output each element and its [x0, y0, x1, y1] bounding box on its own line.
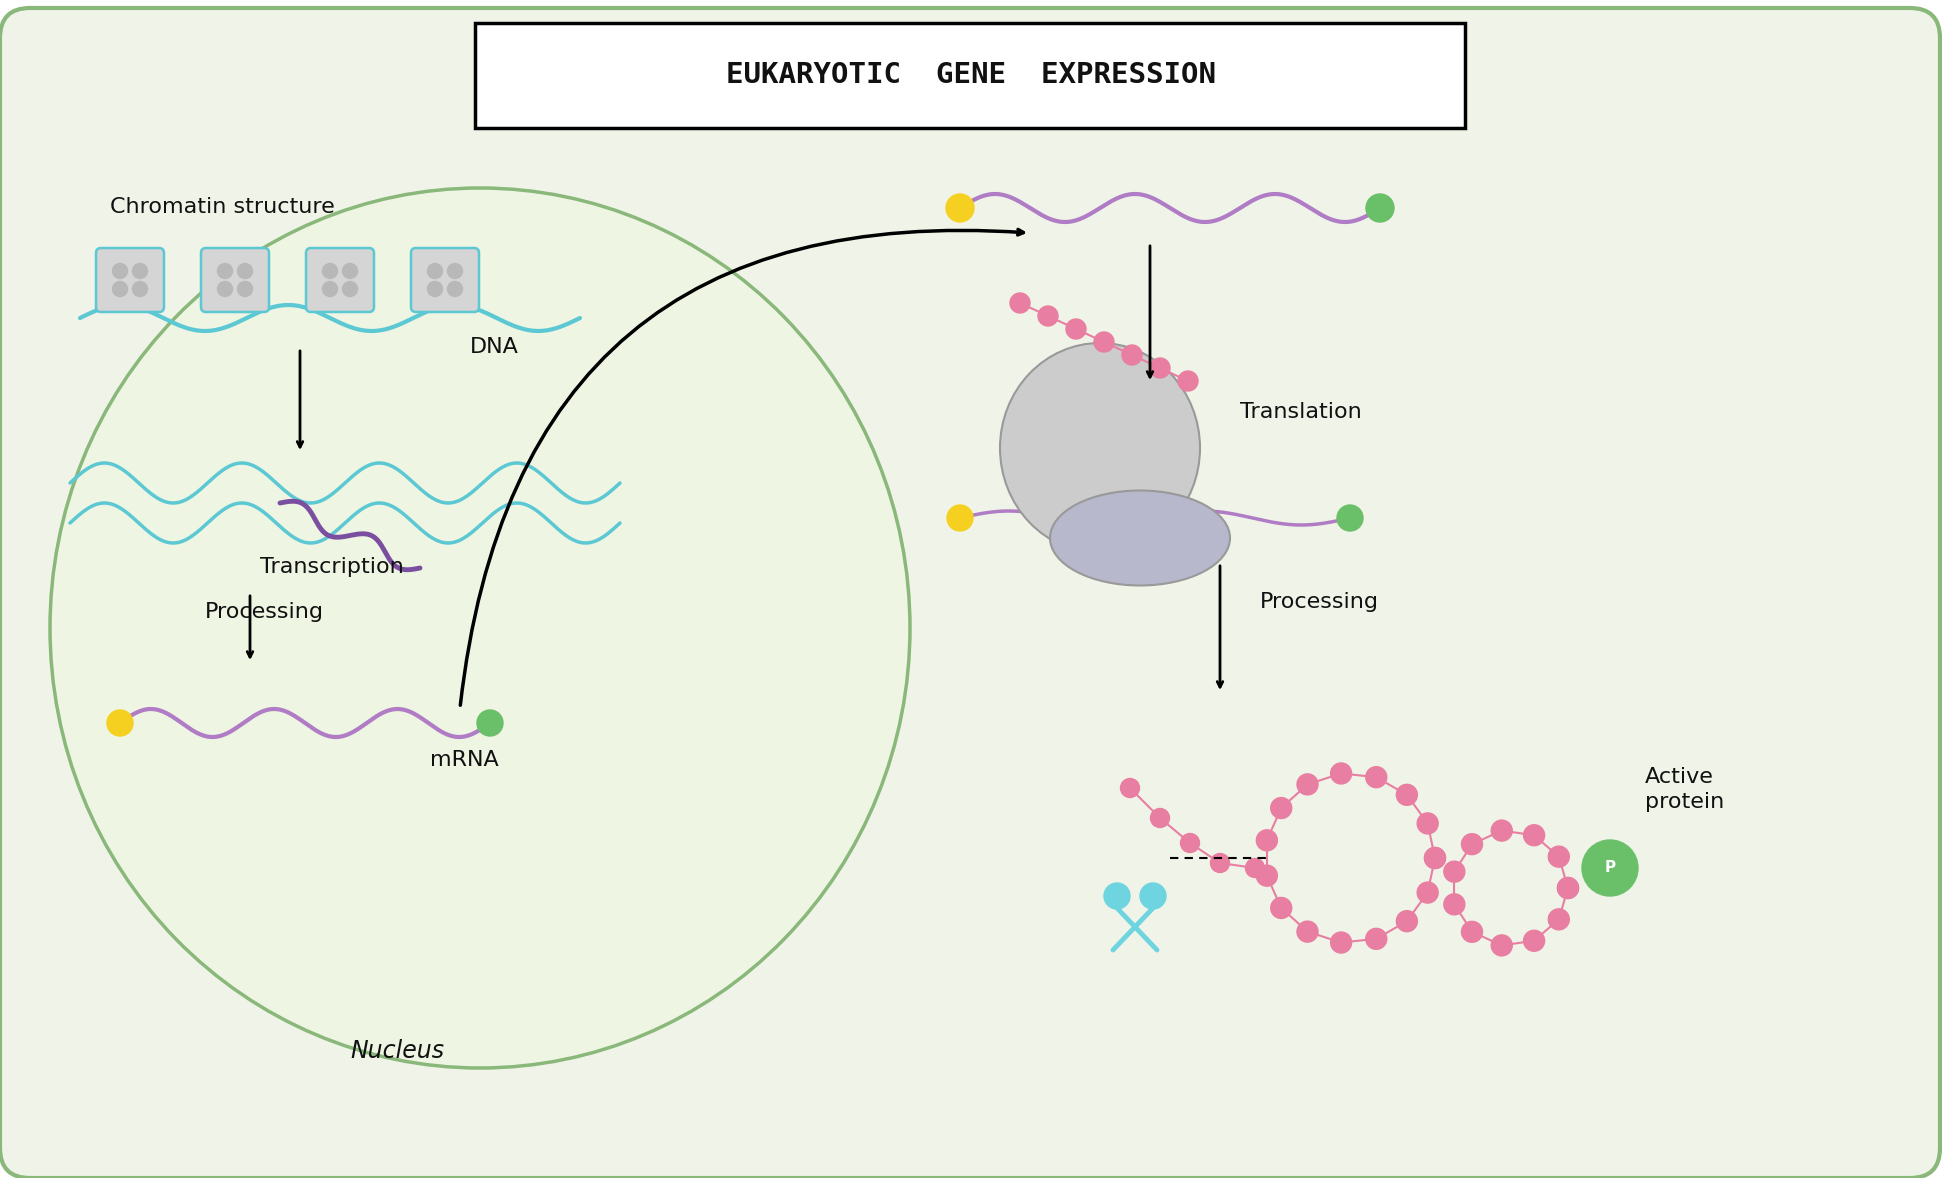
Circle shape	[1140, 884, 1165, 909]
Text: Nucleus: Nucleus	[350, 1039, 445, 1063]
FancyBboxPatch shape	[202, 249, 270, 312]
Circle shape	[1425, 847, 1445, 868]
Circle shape	[132, 264, 148, 278]
Circle shape	[218, 264, 233, 278]
Ellipse shape	[1000, 343, 1200, 552]
Circle shape	[478, 710, 503, 736]
Circle shape	[1524, 825, 1544, 846]
Circle shape	[1396, 785, 1418, 806]
Circle shape	[1270, 798, 1291, 819]
Text: P: P	[1604, 860, 1616, 875]
Circle shape	[1365, 928, 1387, 949]
Circle shape	[1121, 779, 1140, 798]
Circle shape	[1462, 834, 1482, 855]
Circle shape	[1150, 808, 1169, 827]
Circle shape	[1210, 854, 1229, 873]
Ellipse shape	[50, 188, 911, 1068]
Text: EUKARYOTIC  GENE  EXPRESSION: EUKARYOTIC GENE EXPRESSION	[726, 61, 1216, 90]
Circle shape	[342, 264, 357, 278]
Circle shape	[1245, 859, 1264, 878]
Circle shape	[427, 264, 443, 278]
Circle shape	[1443, 861, 1464, 882]
Circle shape	[322, 282, 338, 297]
Circle shape	[1297, 921, 1319, 942]
Ellipse shape	[1051, 490, 1229, 585]
Circle shape	[1548, 846, 1569, 867]
Circle shape	[1039, 306, 1058, 326]
FancyBboxPatch shape	[0, 8, 1940, 1178]
Circle shape	[1336, 505, 1363, 531]
Circle shape	[1418, 882, 1439, 904]
Circle shape	[1150, 358, 1169, 378]
Circle shape	[1557, 878, 1579, 899]
Circle shape	[1418, 813, 1439, 834]
Text: Processing: Processing	[206, 602, 324, 622]
Circle shape	[1396, 911, 1418, 932]
FancyBboxPatch shape	[412, 249, 480, 312]
Circle shape	[1365, 767, 1387, 788]
Circle shape	[1443, 894, 1464, 915]
Circle shape	[1103, 884, 1130, 909]
Circle shape	[342, 282, 357, 297]
Circle shape	[113, 264, 128, 278]
Circle shape	[1010, 293, 1029, 313]
Circle shape	[237, 264, 252, 278]
Circle shape	[1179, 371, 1198, 391]
Circle shape	[1181, 834, 1200, 853]
Text: DNA: DNA	[470, 337, 519, 357]
Text: Active
protein: Active protein	[1645, 767, 1724, 812]
Circle shape	[1122, 345, 1142, 365]
Circle shape	[1256, 865, 1278, 886]
Circle shape	[218, 282, 233, 297]
Circle shape	[447, 282, 462, 297]
Circle shape	[1491, 820, 1513, 841]
Text: Processing: Processing	[1260, 593, 1379, 613]
Circle shape	[1524, 931, 1544, 952]
Circle shape	[447, 264, 462, 278]
Circle shape	[237, 282, 252, 297]
Text: Transcription: Transcription	[260, 557, 404, 577]
Circle shape	[107, 710, 132, 736]
Circle shape	[1491, 935, 1513, 955]
Circle shape	[1066, 319, 1086, 339]
Circle shape	[1583, 840, 1637, 896]
Circle shape	[1548, 909, 1569, 929]
Circle shape	[427, 282, 443, 297]
Circle shape	[1330, 932, 1352, 953]
Text: Chromatin structure: Chromatin structure	[111, 197, 334, 217]
Circle shape	[1462, 921, 1482, 942]
Circle shape	[113, 282, 128, 297]
Circle shape	[1330, 763, 1352, 785]
Circle shape	[1365, 194, 1394, 221]
Circle shape	[322, 264, 338, 278]
FancyBboxPatch shape	[476, 24, 1464, 128]
Circle shape	[948, 505, 973, 531]
Circle shape	[1256, 829, 1278, 851]
Circle shape	[1297, 774, 1319, 795]
Circle shape	[1557, 878, 1579, 899]
Text: Translation: Translation	[1241, 402, 1361, 422]
Circle shape	[1270, 898, 1291, 919]
Circle shape	[1093, 332, 1115, 352]
FancyBboxPatch shape	[307, 249, 375, 312]
FancyBboxPatch shape	[95, 249, 163, 312]
Circle shape	[1425, 847, 1445, 868]
Text: mRNA: mRNA	[429, 750, 499, 770]
Circle shape	[132, 282, 148, 297]
Circle shape	[946, 194, 975, 221]
